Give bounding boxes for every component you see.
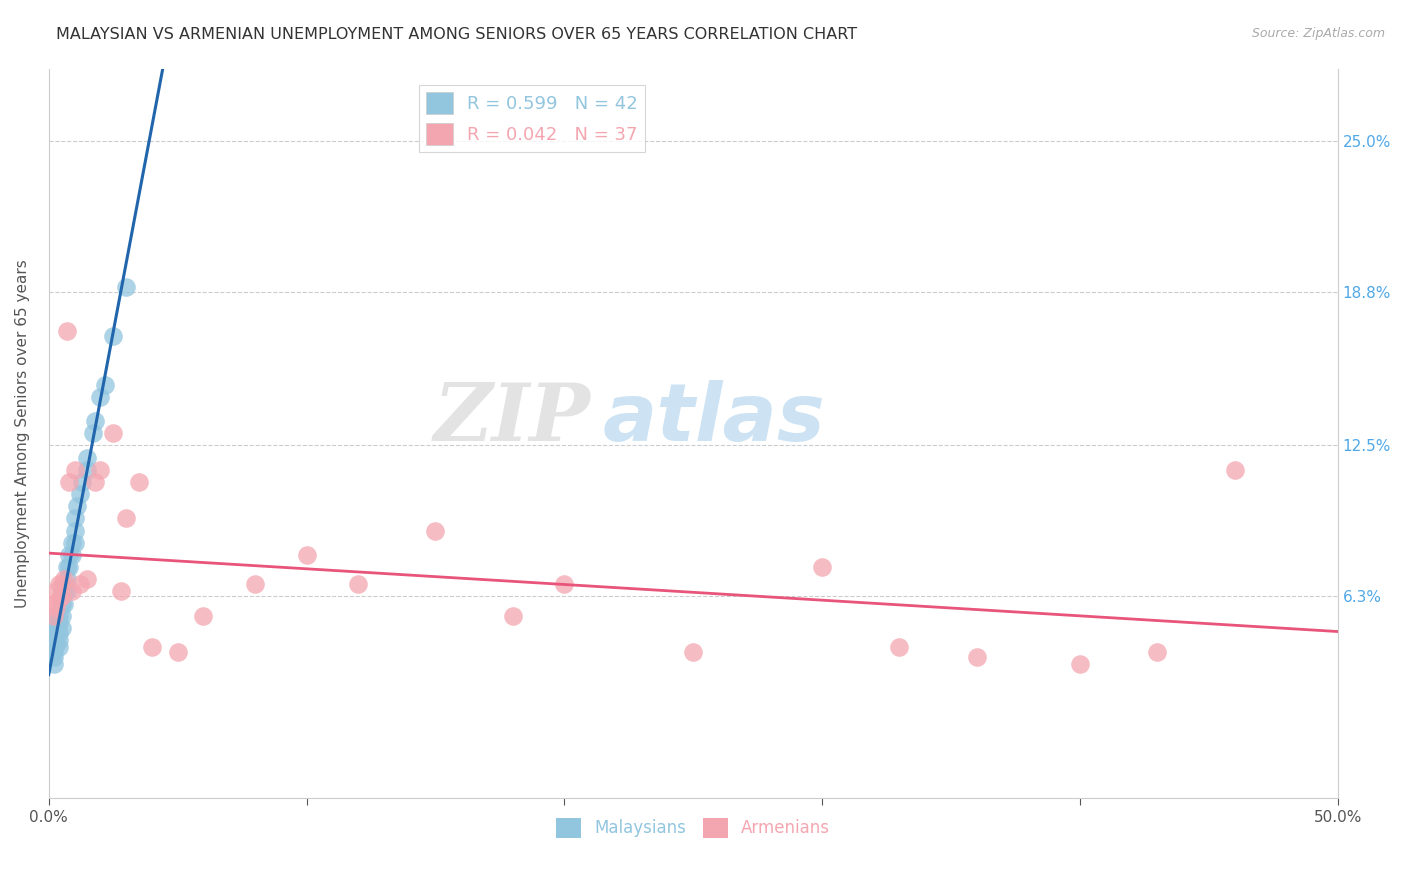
Point bbox=[45, 638, 67, 652]
Point bbox=[63, 535, 86, 549]
Point bbox=[42, 633, 65, 648]
Text: Source: ZipAtlas.com: Source: ZipAtlas.com bbox=[1251, 27, 1385, 40]
Text: ZIP: ZIP bbox=[433, 380, 591, 458]
Point bbox=[48, 608, 70, 623]
Point bbox=[76, 463, 98, 477]
Point bbox=[76, 450, 98, 465]
Point bbox=[60, 584, 83, 599]
Point bbox=[1146, 645, 1168, 659]
Point bbox=[42, 621, 65, 635]
Point bbox=[295, 548, 318, 562]
Text: atlas: atlas bbox=[603, 380, 825, 458]
Point bbox=[48, 640, 70, 655]
Point bbox=[103, 426, 125, 441]
Point bbox=[45, 584, 67, 599]
Legend: Malaysians, Armenians: Malaysians, Armenians bbox=[550, 811, 837, 845]
Point bbox=[502, 608, 524, 623]
Point bbox=[51, 597, 73, 611]
Point bbox=[53, 597, 76, 611]
Point bbox=[58, 560, 80, 574]
Point bbox=[60, 548, 83, 562]
Point bbox=[48, 615, 70, 630]
Point bbox=[53, 572, 76, 586]
Point bbox=[166, 645, 188, 659]
Point bbox=[1223, 463, 1246, 477]
Point bbox=[45, 625, 67, 640]
Point bbox=[82, 426, 104, 441]
Point bbox=[347, 577, 370, 591]
Point bbox=[425, 524, 447, 538]
Point bbox=[128, 475, 150, 489]
Point bbox=[48, 591, 70, 606]
Point bbox=[51, 577, 73, 591]
Point bbox=[58, 548, 80, 562]
Point bbox=[63, 463, 86, 477]
Point bbox=[58, 475, 80, 489]
Point bbox=[103, 329, 125, 343]
Point bbox=[45, 601, 67, 615]
Point bbox=[42, 645, 65, 659]
Point bbox=[56, 572, 79, 586]
Point bbox=[84, 475, 107, 489]
Point bbox=[51, 621, 73, 635]
Point bbox=[553, 577, 575, 591]
Point bbox=[51, 608, 73, 623]
Y-axis label: Unemployment Among Seniors over 65 years: Unemployment Among Seniors over 65 years bbox=[15, 259, 30, 607]
Point bbox=[141, 640, 163, 655]
Point bbox=[69, 577, 91, 591]
Point bbox=[243, 577, 266, 591]
Point bbox=[51, 589, 73, 603]
Point bbox=[45, 621, 67, 635]
Point bbox=[53, 577, 76, 591]
Point bbox=[51, 584, 73, 599]
Point bbox=[42, 650, 65, 665]
Point bbox=[1069, 657, 1091, 672]
Point bbox=[889, 640, 911, 655]
Point bbox=[115, 511, 138, 525]
Point bbox=[42, 597, 65, 611]
Point bbox=[48, 633, 70, 648]
Point bbox=[682, 645, 704, 659]
Point bbox=[60, 535, 83, 549]
Text: MALAYSIAN VS ARMENIAN UNEMPLOYMENT AMONG SENIORS OVER 65 YEARS CORRELATION CHART: MALAYSIAN VS ARMENIAN UNEMPLOYMENT AMONG… bbox=[56, 27, 858, 42]
Point bbox=[53, 584, 76, 599]
Point bbox=[89, 390, 111, 404]
Point bbox=[110, 584, 132, 599]
Point bbox=[42, 657, 65, 672]
Point bbox=[56, 324, 79, 338]
Point bbox=[48, 577, 70, 591]
Point bbox=[63, 524, 86, 538]
Point bbox=[72, 475, 94, 489]
Point bbox=[45, 608, 67, 623]
Point bbox=[811, 560, 834, 574]
Point bbox=[56, 560, 79, 574]
Point bbox=[193, 608, 215, 623]
Point bbox=[56, 584, 79, 599]
Point bbox=[966, 650, 988, 665]
Point bbox=[69, 487, 91, 501]
Point bbox=[42, 608, 65, 623]
Point bbox=[48, 625, 70, 640]
Point bbox=[63, 511, 86, 525]
Point bbox=[89, 463, 111, 477]
Point bbox=[94, 377, 117, 392]
Point bbox=[84, 414, 107, 428]
Point bbox=[76, 572, 98, 586]
Point bbox=[115, 280, 138, 294]
Point bbox=[66, 500, 89, 514]
